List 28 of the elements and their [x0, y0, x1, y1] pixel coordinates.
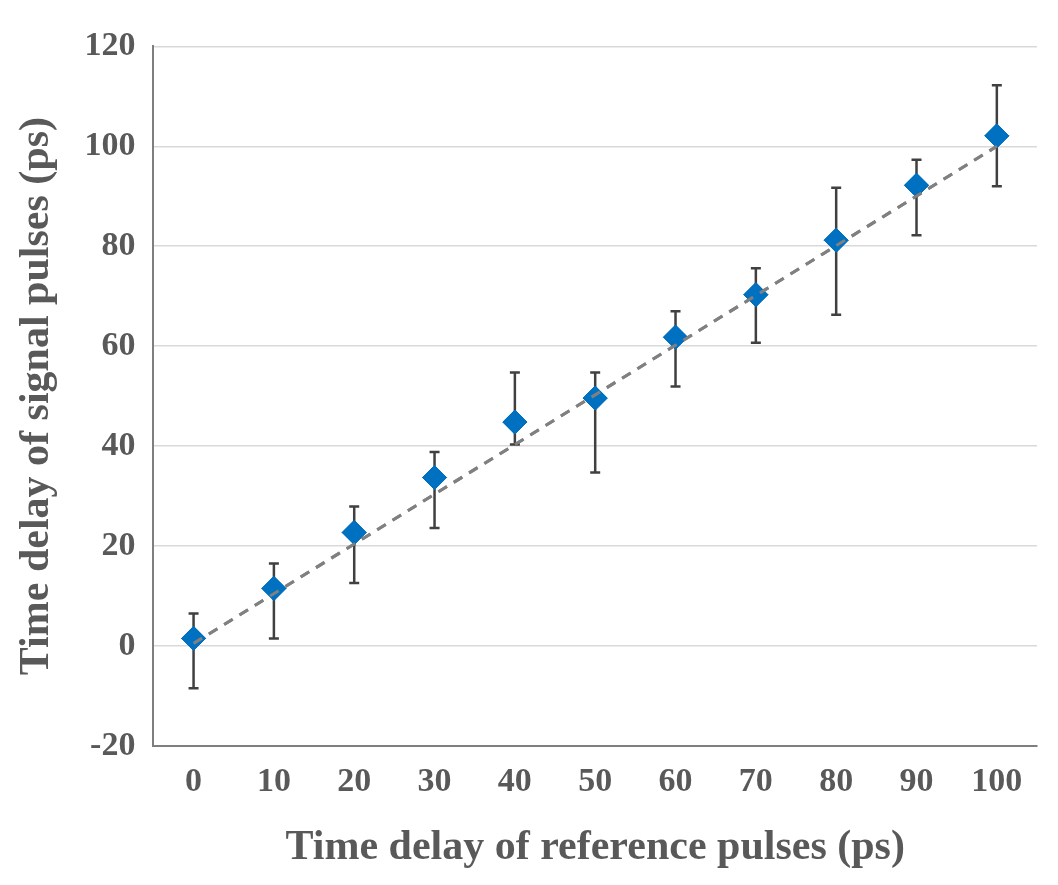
- x-tick-label: 10: [256, 760, 291, 798]
- x-tick-label: 40: [497, 760, 532, 798]
- x-tick-label: 90: [899, 760, 934, 798]
- x-tick-label: 60: [658, 760, 693, 798]
- y-tick-label: 40: [101, 424, 136, 462]
- x-tick-label: 100: [971, 760, 1023, 798]
- point: [502, 409, 528, 435]
- x-tick-label: 20: [337, 760, 372, 798]
- y-tick-label: 120: [84, 25, 136, 63]
- x-tick-label: 50: [578, 760, 613, 798]
- x-tick-label: 30: [417, 760, 452, 798]
- x-axis-title: Time delay of reference pulses (ps): [285, 821, 905, 869]
- point: [904, 172, 930, 198]
- point: [663, 324, 689, 350]
- y-tick-label: 0: [118, 624, 136, 662]
- x-tick-label: 0: [185, 760, 203, 798]
- point: [743, 282, 769, 308]
- y-tick-label: 20: [101, 524, 136, 562]
- y-tick-label: 80: [101, 225, 136, 263]
- y-tick-label: 60: [101, 324, 136, 362]
- y-tick-label: -20: [90, 724, 136, 762]
- y-axis-title: Time delay of signal pulses (ps): [11, 117, 59, 676]
- x-tick-label: 80: [819, 760, 854, 798]
- x-tick-label: 70: [738, 760, 773, 798]
- point: [422, 465, 448, 491]
- y-tick-label: 100: [84, 125, 136, 163]
- point: [984, 123, 1010, 149]
- point: [341, 519, 367, 545]
